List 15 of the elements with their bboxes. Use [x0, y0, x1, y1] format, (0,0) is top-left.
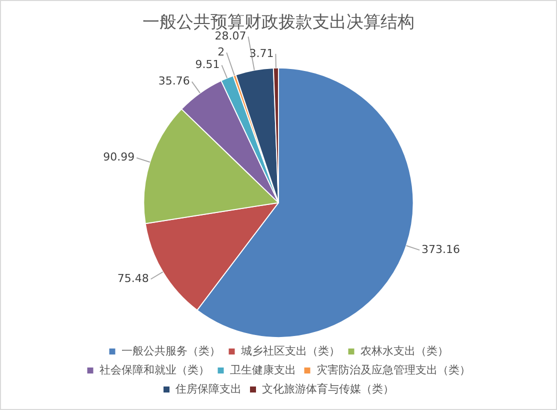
data-label: 2	[218, 45, 225, 58]
data-label: 9.51	[195, 58, 220, 72]
legend-label: 卫生健康支出	[230, 363, 296, 376]
data-label: 35.76	[158, 74, 190, 88]
legend-label: 文化旅游体育与传媒（类）	[262, 382, 394, 396]
data-label: 90.99	[103, 150, 135, 164]
legend-label: 住房保障支出	[176, 382, 242, 396]
legend-label: 灾害防治及应急管理支出（类）	[316, 363, 470, 376]
legend-label: 城乡社区支出（类）	[240, 344, 340, 358]
data-label: 75.48	[117, 272, 149, 285]
data-label: 3.71	[249, 46, 274, 60]
legend-label: 一般公共服务（类）	[121, 344, 220, 358]
legend-label: 社会保障和就业（类）	[99, 363, 210, 376]
data-label: 373.16	[422, 242, 460, 256]
legend-label: 农林水支出（类）	[360, 344, 448, 358]
